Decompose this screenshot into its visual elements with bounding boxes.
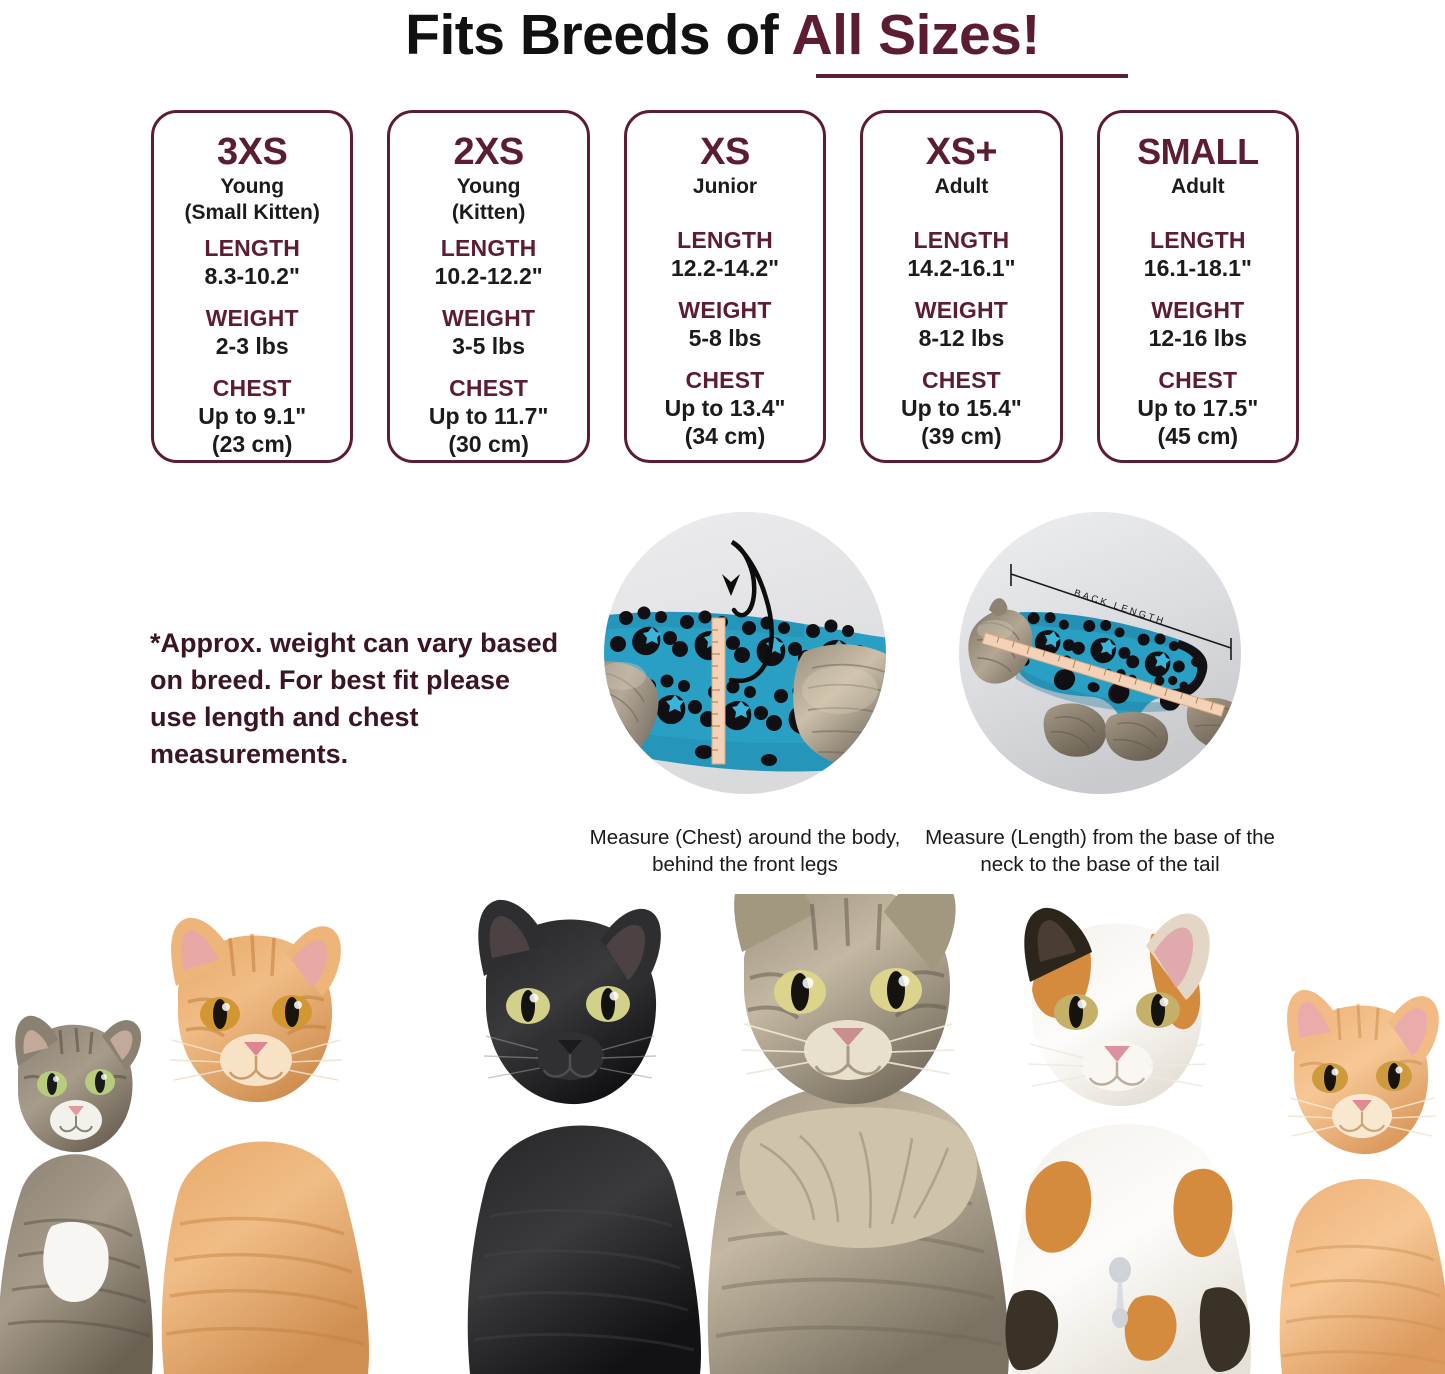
spec-chest-label: CHEST	[1158, 367, 1238, 393]
size-card-small[interactable]: SMALL Adult LENGTH 16.1-18.1" WEIGHT 12-…	[1096, 110, 1300, 463]
spec-chest: CHEST Up to 9.1" (23 cm)	[198, 374, 306, 458]
spec-length-label: LENGTH	[1149, 227, 1246, 253]
title-underline	[816, 74, 1128, 78]
spec-chest-label: CHEST	[921, 367, 1001, 393]
spec-length-value: 14.2-16.1"	[907, 255, 1016, 281]
spec-weight-label: WEIGHT	[442, 305, 536, 331]
cat-1-gray-tabby-kitten	[0, 1015, 153, 1374]
spec-chest-value: Up to 15.4"	[901, 395, 1022, 421]
spec-chest: CHEST Up to 17.5" (45 cm)	[1137, 366, 1258, 450]
spec-length-value: 16.1-18.1"	[1143, 255, 1252, 281]
spec-chest-label: CHEST	[449, 375, 529, 401]
size-name: XS+	[925, 131, 998, 173]
size-card-xs-plus[interactable]: XS+ Adult LENGTH 14.2-16.1" WEIGHT 8-12 …	[860, 110, 1063, 463]
spec-length: LENGTH 16.1-18.1"	[1144, 226, 1252, 282]
spec-chest-label: CHEST	[685, 367, 765, 393]
spec-chest-metric: (23 cm)	[211, 431, 293, 457]
cat-hind-legs	[1105, 711, 1169, 761]
spec-weight-label: WEIGHT	[205, 305, 299, 331]
size-card-3xs[interactable]: 3XS Young (Small Kitten) LENGTH 8.3-10.2…	[151, 110, 354, 463]
size-name: XS	[700, 131, 750, 173]
length-measure-caption: Measure (Length) from the base of the ne…	[925, 826, 1275, 876]
size-name: 3XS	[217, 131, 288, 173]
spec-length-value: 12.2-14.2"	[670, 255, 780, 281]
spec-weight-value: 2-3 lbs	[215, 333, 289, 359]
spec-weight-value: 5-8 lbs	[688, 325, 762, 351]
size-name: SMALL	[1137, 131, 1259, 172]
size-card-2xs[interactable]: 2XS Young (Kitten) LENGTH 10.2-12.2" WEI…	[387, 110, 590, 463]
spec-length-value: 10.2-12.2"	[434, 263, 543, 289]
chest-measure-photo	[604, 512, 886, 794]
measuring-tape	[981, 632, 1226, 718]
cat-4-fluffy-brown-tabby	[707, 894, 1009, 1374]
length-measure-photo: BACK LENGTH	[959, 512, 1241, 794]
size-name: 2XS	[453, 131, 524, 173]
spec-length: LENGTH 10.2-12.2"	[435, 234, 543, 290]
spec-chest-value: Up to 9.1"	[198, 403, 307, 429]
spec-weight: WEIGHT 12-16 lbs	[1149, 296, 1247, 352]
cat-5-calico-cat	[1005, 907, 1251, 1374]
spec-weight-value: 8-12 lbs	[918, 325, 1005, 351]
spec-weight-value: 3-5 lbs	[452, 333, 526, 359]
spec-weight-value: 12-16 lbs	[1148, 325, 1248, 351]
spec-chest-value: Up to 17.5"	[1137, 395, 1259, 421]
chest-measure-caption: Measure (Chest) around the body, behind …	[589, 826, 901, 876]
curved-arrow-icon	[728, 539, 774, 684]
spec-chest-metric: (30 cm)	[448, 431, 529, 457]
page-title-accent: All Sizes!	[791, 3, 1040, 67]
cat-2-orange-tabby	[161, 917, 369, 1374]
spec-length: LENGTH 12.2-14.2"	[671, 226, 779, 282]
spec-weight-label: WEIGHT	[1151, 297, 1245, 323]
spec-weight: WEIGHT 5-8 lbs	[678, 296, 771, 352]
spec-length-label: LENGTH	[204, 235, 301, 261]
spec-length-label: LENGTH	[913, 227, 1010, 253]
chest-measure-figure: Measure (Chest) around the body, behind …	[590, 512, 905, 878]
measuring-tape	[711, 617, 726, 765]
spec-length-label: LENGTH	[677, 227, 773, 253]
spec-chest-metric: (34 cm)	[684, 423, 766, 449]
spec-length: LENGTH 8.3-10.2"	[204, 234, 300, 290]
spec-weight: WEIGHT 2-3 lbs	[206, 304, 299, 360]
cat-6-small-orange-tabby	[1279, 989, 1445, 1374]
spec-length-value: 8.3-10.2"	[204, 263, 300, 289]
length-measure-figure: BACK LENGTH	[925, 512, 1280, 878]
spec-chest: CHEST Up to 15.4" (39 cm)	[901, 366, 1022, 450]
page-title-lead: Fits Breeds of	[405, 3, 792, 67]
spec-weight-label: WEIGHT	[914, 297, 1009, 323]
page-title-text: Fits Breeds of All Sizes!	[0, 0, 1445, 66]
spec-chest-value: Up to 11.7"	[428, 403, 549, 429]
spec-length-label: LENGTH	[440, 235, 537, 261]
cat-lineup	[0, 894, 1445, 1374]
spec-chest-value: Up to 13.4"	[664, 395, 786, 421]
cat-fur-left	[604, 661, 659, 769]
size-detail: (Small Kitten)	[184, 201, 320, 224]
disclaimer-text: *Approx. weight can vary based on breed.…	[150, 628, 559, 769]
spec-chest-metric: (39 cm)	[921, 423, 1002, 449]
spec-chest-metric: (45 cm)	[1157, 423, 1239, 449]
size-chart: 3XS Young (Small Kitten) LENGTH 8.3-10.2…	[151, 110, 1300, 463]
spec-length: LENGTH 14.2-16.1"	[907, 226, 1015, 282]
page-title: Fits Breeds of All Sizes!	[0, 0, 1445, 92]
spec-weight-label: WEIGHT	[678, 297, 772, 323]
spec-chest-label: CHEST	[212, 375, 292, 401]
cat-3-black-cat	[467, 899, 701, 1374]
size-age: Young	[456, 175, 521, 198]
size-age: Adult	[934, 175, 989, 198]
size-age: Adult	[1171, 175, 1225, 198]
size-age: Young	[220, 175, 285, 198]
back-length-dimension	[1010, 564, 1232, 660]
spec-chest: CHEST Up to 11.7" (30 cm)	[429, 374, 549, 458]
spec-weight: WEIGHT 8-12 lbs	[915, 296, 1008, 352]
spec-chest: CHEST Up to 13.4" (34 cm)	[665, 366, 786, 450]
spec-weight: WEIGHT 3-5 lbs	[442, 304, 535, 360]
size-age: Junior	[692, 175, 758, 198]
size-card-xs[interactable]: XS Junior LENGTH 12.2-14.2" WEIGHT 5-8 l…	[623, 110, 827, 463]
size-detail: (Kitten)	[451, 201, 526, 224]
